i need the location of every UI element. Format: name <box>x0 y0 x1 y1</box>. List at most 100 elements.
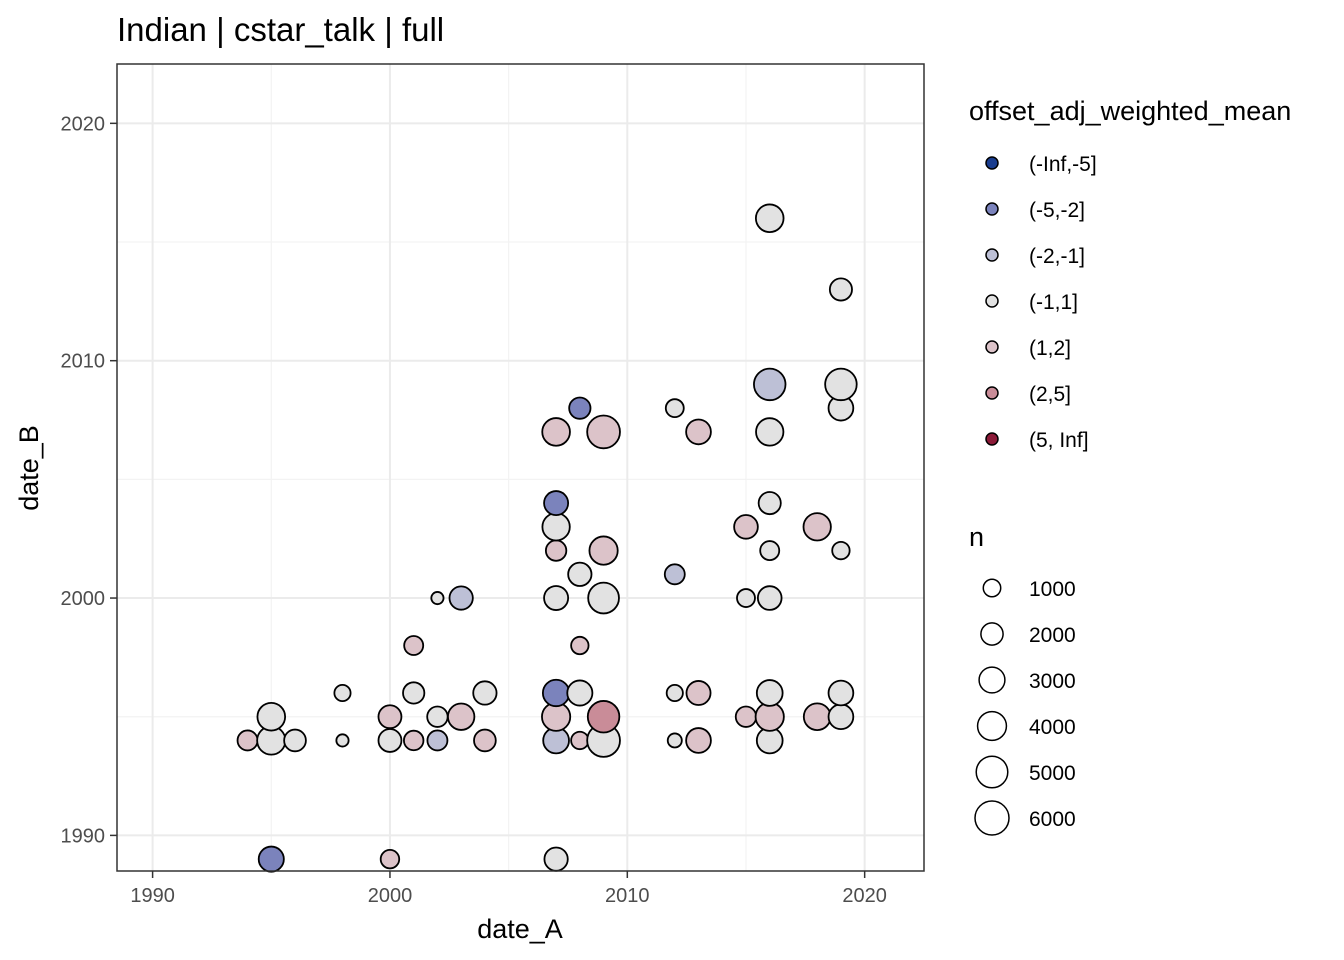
data-point <box>379 848 401 870</box>
data-point <box>570 730 590 751</box>
axes: 1990 2000 2010 2020 1990 2000 2010 2020 <box>61 113 887 907</box>
data-point <box>755 679 784 707</box>
y-axis-title: date_B <box>14 425 44 511</box>
color-legend-title: offset_adj_weighted_mean <box>969 96 1291 126</box>
data-point <box>666 732 683 749</box>
data-point <box>257 845 285 873</box>
data-point <box>541 512 571 542</box>
data-point <box>543 585 570 611</box>
grid-lines <box>117 64 924 871</box>
data-point <box>570 635 590 656</box>
color-legend-key <box>985 340 999 354</box>
size-legend: 1000 2000 3000 4000 5000 6000 <box>974 578 1076 836</box>
color-legend-key <box>985 432 999 446</box>
x-tick-label: 2000 <box>368 885 413 907</box>
color-legend-label: (2,5] <box>1029 383 1071 406</box>
data-point <box>473 728 497 753</box>
data-point <box>377 704 403 730</box>
data-point <box>757 491 782 516</box>
size-legend-key <box>974 800 1010 836</box>
size-legend-label: 3000 <box>1029 670 1076 693</box>
data-point <box>685 727 712 754</box>
color-legend-key <box>985 248 999 262</box>
color-legend-label: (-5,-2] <box>1029 199 1085 222</box>
data-point <box>824 367 858 402</box>
data-point <box>543 846 569 872</box>
data-point <box>448 585 474 611</box>
data-point <box>586 700 621 734</box>
data-point <box>283 728 307 753</box>
data-point <box>430 591 445 606</box>
data-point <box>736 588 756 608</box>
data-point <box>827 703 855 731</box>
size-legend-key <box>982 578 1002 598</box>
x-axis-title: date_A <box>477 914 563 944</box>
color-legend-label: (5, Inf] <box>1029 429 1089 452</box>
legend: offset_adj_weighted_mean (-Inf,-5] (-5,-2… <box>969 96 1291 836</box>
data-point <box>377 728 403 753</box>
y-tick-label: 2000 <box>61 588 106 610</box>
size-legend-key <box>978 666 1006 694</box>
size-legend-label: 5000 <box>1029 762 1076 785</box>
data-point <box>754 701 785 732</box>
data-point <box>333 683 352 702</box>
data-point <box>236 729 259 752</box>
data-point <box>753 367 787 402</box>
data-point <box>827 679 855 707</box>
size-legend-key <box>980 622 1004 646</box>
color-legend-label: (-1,1] <box>1029 291 1078 314</box>
data-point <box>567 561 593 587</box>
data-point <box>541 417 571 447</box>
data-point <box>756 585 783 611</box>
data-point <box>403 729 425 752</box>
data-point <box>568 396 592 420</box>
data-point <box>663 563 686 586</box>
color-legend-label: (-Inf,-5] <box>1029 153 1097 176</box>
size-legend-key <box>975 755 1009 789</box>
plot-panel-border <box>116 63 925 872</box>
size-legend-label: 6000 <box>1029 808 1076 831</box>
color-legend-key <box>985 202 999 216</box>
data-point <box>802 512 832 542</box>
data-point <box>472 680 498 706</box>
size-legend-label: 2000 <box>1029 624 1076 647</box>
data-point <box>828 277 853 302</box>
data-point <box>759 540 781 561</box>
color-legend-key <box>985 156 999 170</box>
size-legend-key <box>976 710 1008 742</box>
color-legend: (-Inf,-5] (-5,-2] (-2,-1] (-1,1] (1,2] (2,5] (… <box>985 153 1097 452</box>
data-point <box>685 680 712 706</box>
data-point <box>543 490 570 517</box>
x-tick-label: 1990 <box>130 885 175 907</box>
data-point <box>426 729 449 752</box>
data-point <box>733 514 759 540</box>
data-point <box>586 414 621 450</box>
size-legend-title: n <box>969 522 984 552</box>
y-tick-label: 1990 <box>61 825 106 847</box>
data-point <box>755 417 785 447</box>
data-point <box>734 705 758 728</box>
size-legend-label: 1000 <box>1029 578 1076 601</box>
data-point <box>665 683 684 702</box>
data-point <box>685 418 712 446</box>
plot-panel <box>117 64 924 871</box>
x-tick-label: 2020 <box>842 885 887 907</box>
data-point <box>256 701 287 732</box>
data-point <box>802 702 832 732</box>
data-point <box>566 679 594 707</box>
data-point <box>541 678 571 708</box>
data-point <box>403 635 425 656</box>
data-point <box>544 539 568 562</box>
data-point <box>754 203 785 234</box>
data-point <box>447 702 476 731</box>
y-tick-label: 2010 <box>61 351 106 373</box>
data-point <box>587 581 620 615</box>
color-legend-label: (1,2] <box>1029 337 1071 360</box>
color-legend-key <box>985 386 999 400</box>
data-point <box>588 535 619 566</box>
chart-title: Indian | cstar_talk | full <box>117 11 444 48</box>
color-legend-key <box>985 294 999 308</box>
color-legend-label: (-2,-1] <box>1029 245 1085 268</box>
data-point <box>335 733 350 748</box>
